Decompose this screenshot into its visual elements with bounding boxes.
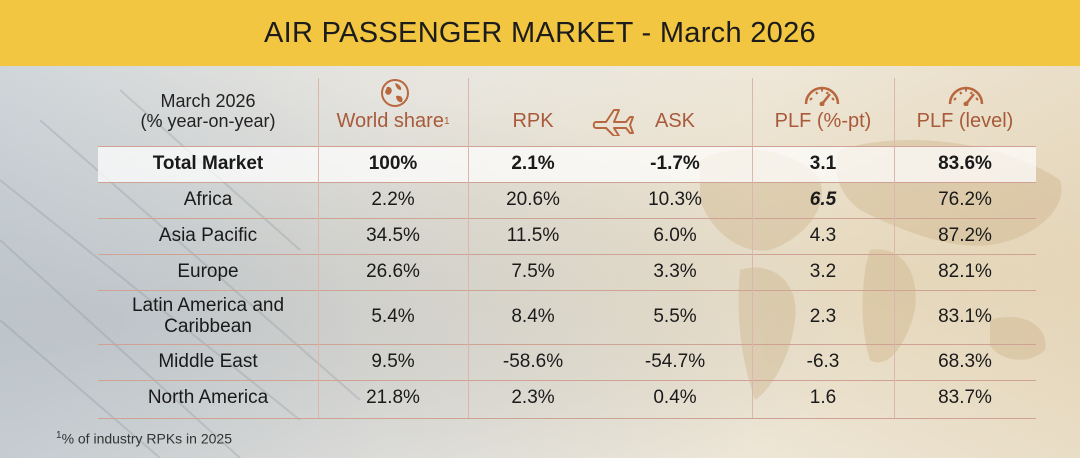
region-label-line: Asia Pacific [158,224,258,246]
table-cell-value: 20.6% [506,188,560,210]
table-cell-value: 3.2 [809,260,837,282]
table-cell-value: 87.2% [938,224,992,246]
footnote-text: % of industry RPKs in 2025 [61,430,232,447]
row-divider [98,380,1036,381]
region-label-line: Africa [183,188,233,210]
region-label: Middle East [98,344,318,380]
table-cell-value: 2.1% [511,152,555,174]
col-header-plf-pt: PLF (%-pt) [752,96,894,146]
table-cell-value: 0.4% [653,386,697,408]
table-cell-value: 5.5% [653,305,697,327]
table-cell-value: 2.2% [371,188,415,210]
row-divider [98,182,1036,183]
region-label: Europe [98,254,318,290]
footnote: 1% of industry RPKs in 2025 [56,430,232,447]
column-divider [318,78,319,418]
region-label-line: Middle East [158,350,258,372]
table-cell-value: 83.6% [938,152,992,174]
row-divider [98,218,1036,219]
table-cell-value: 3.1 [809,152,837,174]
row-divider [98,290,1036,291]
region-label: Total Market [98,146,318,182]
table-cell-value: 68.3% [938,350,992,372]
col-header-plf-level: PLF (level) [894,96,1036,146]
superscript-marker: 1 [443,115,450,127]
table-cell-value: 83.1% [938,305,992,327]
table-cell-value: 5.4% [371,305,415,327]
footnote-marker: 1 [56,430,62,441]
col-header-world-share: World share 1 [318,96,468,146]
region-label-line: Total Market [152,152,264,174]
globe-icon [380,78,410,108]
page-title: AIR PASSENGER MARKET - March 2026 [264,16,816,49]
table-cell-value: 2.3 [809,305,837,327]
airplane-icon [592,100,636,137]
row-divider [98,254,1036,255]
region-label-line: Latin America and [131,295,285,317]
table-cell-value: 10.3% [648,188,702,210]
column-divider [468,78,469,418]
table-cell-value: 8.4% [511,305,555,327]
region-label-line: Europe [177,260,239,282]
row-divider [98,146,1036,147]
region-label: North America [98,380,318,416]
table-cell-value: 100% [368,152,418,174]
region-label: Asia Pacific [98,218,318,254]
region-label-line: North America [147,386,269,408]
row-divider [98,418,1036,419]
title-bar: AIR PASSENGER MARKET - March 2026 [0,0,1080,66]
total-row-highlight [98,146,1036,182]
table-cell-value: 26.6% [366,260,420,282]
table-cell-value: 1.6 [809,386,837,408]
gauge-icon [946,80,986,107]
col-header-ask: ASK [598,96,752,146]
col-header-rpk-text: RPK [512,110,554,132]
table-cell-value: 3.3% [653,260,697,282]
column-divider [752,78,753,418]
row-header-line2: (% year-on-year) [140,111,276,131]
table-cell-value: 4.3 [809,224,837,246]
table-cell-value: 7.5% [511,260,555,282]
col-header-world-share-text: World share [336,110,444,132]
col-header-plf-level-text: PLF (level) [916,110,1014,132]
table-cell-value: 76.2% [938,188,992,210]
table-cell-value: 21.8% [366,386,420,408]
table-cell-value: 9.5% [371,350,415,372]
table-cell-value: 34.5% [366,224,420,246]
col-header-rpk: RPK [468,96,598,146]
gauge-icon [802,80,842,107]
table-cell-value: 83.7% [938,386,992,408]
table-cell-value: 11.5% [506,224,560,246]
region-label-line: Caribbean [164,316,252,337]
row-divider [98,344,1036,345]
table-cell-value: 6.5 [809,188,837,210]
table-cell-value: -6.3 [806,350,840,372]
table-cell-value: -54.7% [644,350,706,372]
table-cell-value: -1.7% [650,152,700,174]
row-header-label: March 2026 (% year-on-year) [98,78,318,146]
table-cell-value: -58.6% [502,350,564,372]
table-cell-value: 6.0% [653,224,697,246]
row-header-line1: March 2026 [160,91,256,112]
column-divider [894,78,895,418]
table-cell-value: 82.1% [938,260,992,282]
col-header-plf-pt-text: PLF (%-pt) [774,110,872,132]
table-cell-value: 2.3% [511,386,555,408]
col-header-ask-text: ASK [654,110,696,132]
region-label: Latin America and Caribbean [98,290,318,344]
region-label: Africa [98,182,318,218]
